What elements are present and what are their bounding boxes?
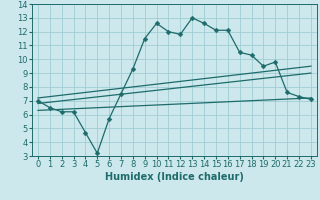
X-axis label: Humidex (Indice chaleur): Humidex (Indice chaleur)	[105, 172, 244, 182]
